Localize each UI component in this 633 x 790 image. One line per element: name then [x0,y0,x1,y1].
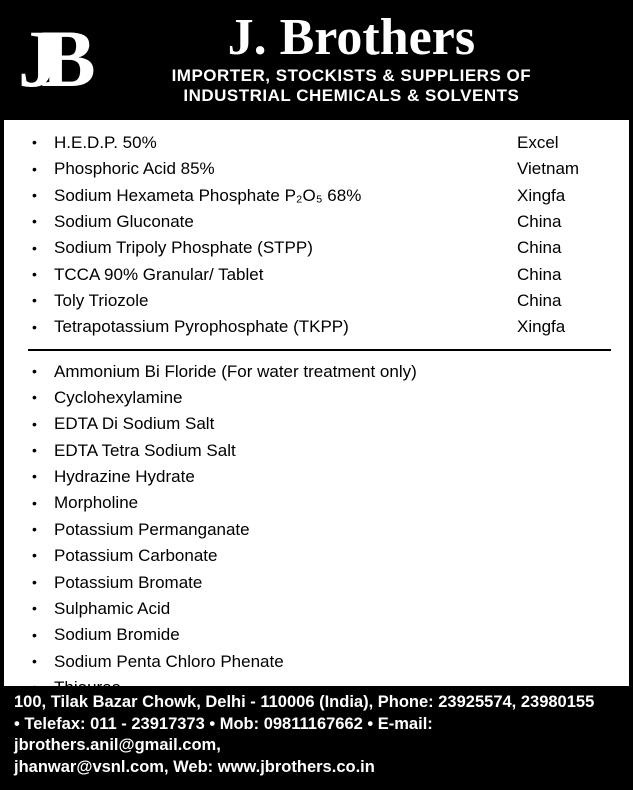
footer-fax-mob-email: • Telefax: 011 - 23917373 • Mob: 0981116… [14,714,619,757]
list-item: •Ammonium Bi Floride (For water treatmen… [32,359,607,385]
list-item: •Sodium Hexameta Phosphate P₂O₅ 68%Xingf… [32,183,607,209]
bullet-icon: • [32,387,54,409]
list-item: •Sodium GluconateChina [32,209,607,235]
bullet-icon: • [32,238,54,260]
list-item: •Sodium Penta Chloro Phenate [32,649,607,675]
footer-email-web: jhanwar@vsnl.com, Web: www.jbrothers.co.… [14,757,619,778]
list-item: •Tetrapotassium Pyrophosphate (TKPP)Xing… [32,314,607,340]
product-list-1: •H.E.D.P. 50%Excel•Phosphoric Acid 85%Vi… [32,130,607,341]
product-origin: Excel [517,130,607,156]
product-origin: Xingfa [517,314,607,340]
product-name: EDTA Di Sodium Salt [54,411,607,437]
product-origin: China [517,209,607,235]
product-name: Thiourea [54,675,607,686]
company-logo: JB [18,26,78,92]
list-item: •Sodium Tripoly Phosphate (STPP)China [32,235,607,261]
company-name: J. Brothers [88,12,615,64]
product-name: Potassium Carbonate [54,543,607,569]
list-item: •H.E.D.P. 50%Excel [32,130,607,156]
product-origin: China [517,288,607,314]
footer-address-phone: 100, Tilak Bazar Chowk, Delhi - 110006 (… [14,692,619,713]
subtitle-line-2: INDUSTRIAL CHEMICALS & SOLVENTS [88,86,615,106]
product-name: TCCA 90% Granular/ Tablet [54,262,517,288]
bullet-icon: • [32,440,54,462]
bullet-icon: • [32,598,54,620]
list-item: •TCCA 90% Granular/ TabletChina [32,262,607,288]
bullet-icon: • [32,290,54,312]
body-content: •H.E.D.P. 50%Excel•Phosphoric Acid 85%Vi… [4,120,629,686]
product-name: Cyclohexylamine [54,385,607,411]
header-bar: JB J. Brothers IMPORTER, STOCKISTS & SUP… [4,4,629,120]
list-item: •Sodium Bromide [32,622,607,648]
bullet-icon: • [32,132,54,154]
list-item: •EDTA Di Sodium Salt [32,411,607,437]
product-name: Sulphamic Acid [54,596,607,622]
product-name: Sodium Penta Chloro Phenate [54,649,607,675]
section-divider [28,349,611,351]
product-origin: China [517,262,607,288]
logo-b: B [41,26,78,92]
product-list-2: •Ammonium Bi Floride (For water treatmen… [32,359,607,687]
product-name: Sodium Gluconate [54,209,517,235]
advertisement-card: JB J. Brothers IMPORTER, STOCKISTS & SUP… [0,0,633,790]
bullet-icon: • [32,414,54,436]
list-item: •Potassium Bromate [32,570,607,596]
footer-bar: 100, Tilak Bazar Chowk, Delhi - 110006 (… [4,686,629,786]
product-name: Tetrapotassium Pyrophosphate (TKPP) [54,314,517,340]
product-name: Potassium Bromate [54,570,607,596]
bullet-icon: • [32,625,54,647]
product-name: Toly Triozole [54,288,517,314]
bullet-icon: • [32,361,54,383]
product-name: H.E.D.P. 50% [54,130,517,156]
product-name: Ammonium Bi Floride (For water treatment… [54,359,607,385]
bullet-icon: • [32,572,54,594]
product-name: Sodium Bromide [54,622,607,648]
list-item: •Morpholine [32,490,607,516]
bullet-icon: • [32,159,54,181]
list-item: •Potassium Permanganate [32,517,607,543]
title-block: J. Brothers IMPORTER, STOCKISTS & SUPPLI… [88,12,615,106]
bullet-icon: • [32,545,54,567]
product-name: Sodium Tripoly Phosphate (STPP) [54,235,517,261]
product-name: EDTA Tetra Sodium Salt [54,438,607,464]
bullet-icon: • [32,466,54,488]
bullet-icon: • [32,677,54,686]
product-origin: Vietnam [517,156,607,182]
list-item: •Thiourea [32,675,607,686]
list-item: •Potassium Carbonate [32,543,607,569]
product-name: Hydrazine Hydrate [54,464,607,490]
list-item: •Toly TriozoleChina [32,288,607,314]
product-origin: Xingfa [517,183,607,209]
logo-j: J [18,26,41,92]
product-origin: China [517,235,607,261]
bullet-icon: • [32,211,54,233]
list-item: •Hydrazine Hydrate [32,464,607,490]
list-item: •Cyclohexylamine [32,385,607,411]
list-item: •Phosphoric Acid 85%Vietnam [32,156,607,182]
product-name: Sodium Hexameta Phosphate P₂O₅ 68% [54,183,517,209]
bullet-icon: • [32,519,54,541]
product-name: Phosphoric Acid 85% [54,156,517,182]
list-item: •Sulphamic Acid [32,596,607,622]
bullet-icon: • [32,264,54,286]
bullet-icon: • [32,651,54,673]
subtitle-line-1: IMPORTER, STOCKISTS & SUPPLIERS OF [88,66,615,86]
bullet-icon: • [32,185,54,207]
bullet-icon: • [32,493,54,515]
product-name: Potassium Permanganate [54,517,607,543]
bullet-icon: • [32,317,54,339]
list-item: •EDTA Tetra Sodium Salt [32,438,607,464]
product-name: Morpholine [54,490,607,516]
